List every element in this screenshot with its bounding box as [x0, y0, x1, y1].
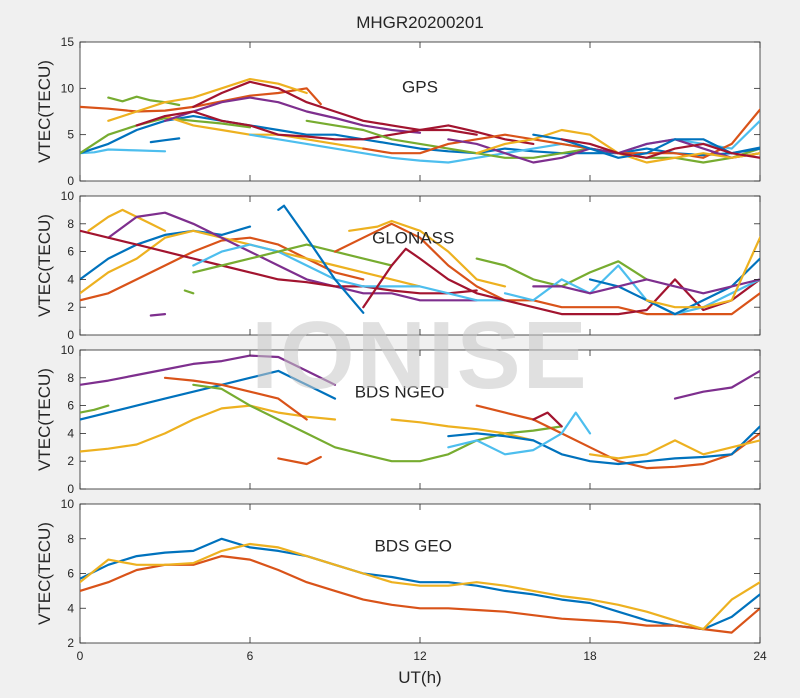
series-line-9 [192, 80, 478, 136]
x-tick-label: 0 [77, 649, 84, 663]
y-tick-label: 0 [67, 328, 74, 342]
series-line-19 [645, 236, 760, 309]
series-line-17 [532, 133, 760, 159]
series-line-10 [135, 110, 535, 145]
panel-3: 0 2 4 6 8 10 VTEC(TECU) BDS NGEO [35, 343, 761, 496]
x-tick-label: 6 [247, 649, 254, 663]
series-line-13 [348, 219, 507, 288]
series-line-6 [192, 383, 563, 463]
series-line-10 [183, 289, 195, 295]
series-line-13 [588, 439, 760, 460]
x-tick-label: 12 [413, 649, 427, 663]
series-group [80, 354, 760, 470]
panel-annotation: BDS NGEO [355, 383, 445, 402]
series-line-14 [362, 108, 760, 159]
series-line-12 [532, 411, 563, 428]
series-line-1 [80, 537, 760, 631]
y-tick-label: 6 [67, 245, 74, 259]
series-line-5 [107, 211, 478, 302]
series-line-6 [107, 78, 308, 122]
series-line-5 [163, 376, 308, 421]
series-line-2 [80, 555, 760, 634]
series-line-1 [80, 354, 337, 386]
series-line-4 [87, 208, 167, 232]
panel-annotation: GLONASS [372, 229, 454, 248]
series-group [80, 204, 760, 317]
series-line-15 [447, 138, 760, 164]
series-line-7 [192, 243, 507, 302]
series-line-2 [80, 369, 337, 421]
series-line-4 [80, 404, 337, 453]
y-tick-label: 6 [67, 399, 74, 413]
series-line-11 [447, 411, 592, 456]
y-axis-label: VTEC(TECU) [35, 368, 54, 471]
y-tick-label: 6 [67, 567, 74, 581]
y-tick-label: 4 [67, 272, 74, 286]
series-line-3 [80, 542, 760, 631]
y-axis-label: VTEC(TECU) [35, 522, 54, 625]
figure-title: MHGR20200201 [356, 13, 484, 32]
series-line-8 [163, 96, 422, 134]
series-line-18 [532, 278, 760, 295]
y-axis-label: VTEC(TECU) [35, 214, 54, 317]
y-tick-label: 8 [67, 532, 74, 546]
series-line-13 [305, 119, 760, 164]
series-line-2 [80, 236, 365, 302]
panel-1: 0 5 10 15 VTEC(TECU) GPS [35, 35, 761, 188]
y-tick-label: 10 [61, 343, 75, 357]
series-group [80, 537, 760, 634]
y-tick-label: 5 [67, 128, 74, 142]
series-line-1 [80, 225, 252, 281]
y-tick-label: 8 [67, 371, 74, 385]
series-line-6 [80, 229, 478, 295]
y-tick-label: 2 [67, 300, 74, 314]
series-line-9 [277, 204, 365, 314]
series-line-18 [560, 138, 760, 159]
panel-annotation: GPS [402, 77, 438, 96]
panel-2: 0 2 4 6 8 10 VTEC(TECU) GLONASS [35, 189, 761, 342]
series-line-4 [80, 116, 252, 155]
series-line-8 [192, 243, 393, 274]
series-line-1 [80, 87, 322, 113]
series-line-12 [333, 222, 760, 316]
y-tick-label: 0 [67, 482, 74, 496]
series-line-9 [475, 404, 760, 470]
y-tick-label: 10 [61, 497, 75, 511]
watermark: IONISE [251, 302, 588, 409]
series-line-8 [390, 418, 535, 442]
y-tick-label: 10 [61, 189, 75, 203]
series-line-2 [80, 148, 167, 155]
series-line-10 [447, 425, 760, 466]
series-line-7 [277, 455, 322, 466]
panel-annotation: BDS GEO [374, 537, 451, 556]
x-axis-label: UT(h) [398, 668, 441, 687]
series-line-11 [149, 313, 167, 317]
series-line-14 [362, 247, 760, 316]
y-tick-label: 15 [61, 35, 75, 49]
x-tick-label: 24 [753, 649, 767, 663]
y-axis-label: VTEC(TECU) [35, 60, 54, 163]
series-line-14 [673, 369, 760, 400]
y-tick-label: 2 [67, 636, 74, 650]
series-line-3 [80, 115, 760, 157]
series-line-7 [163, 115, 365, 150]
series-group [80, 78, 760, 164]
y-tick-label: 10 [61, 81, 75, 95]
y-tick-label: 8 [67, 217, 74, 231]
y-tick-label: 4 [67, 426, 74, 440]
series-line-3 [80, 404, 110, 414]
series-line-11 [149, 137, 181, 144]
y-tick-label: 0 [67, 174, 74, 188]
x-tick-label: 18 [583, 649, 597, 663]
y-tick-label: 2 [67, 454, 74, 468]
y-tick-label: 4 [67, 601, 74, 615]
